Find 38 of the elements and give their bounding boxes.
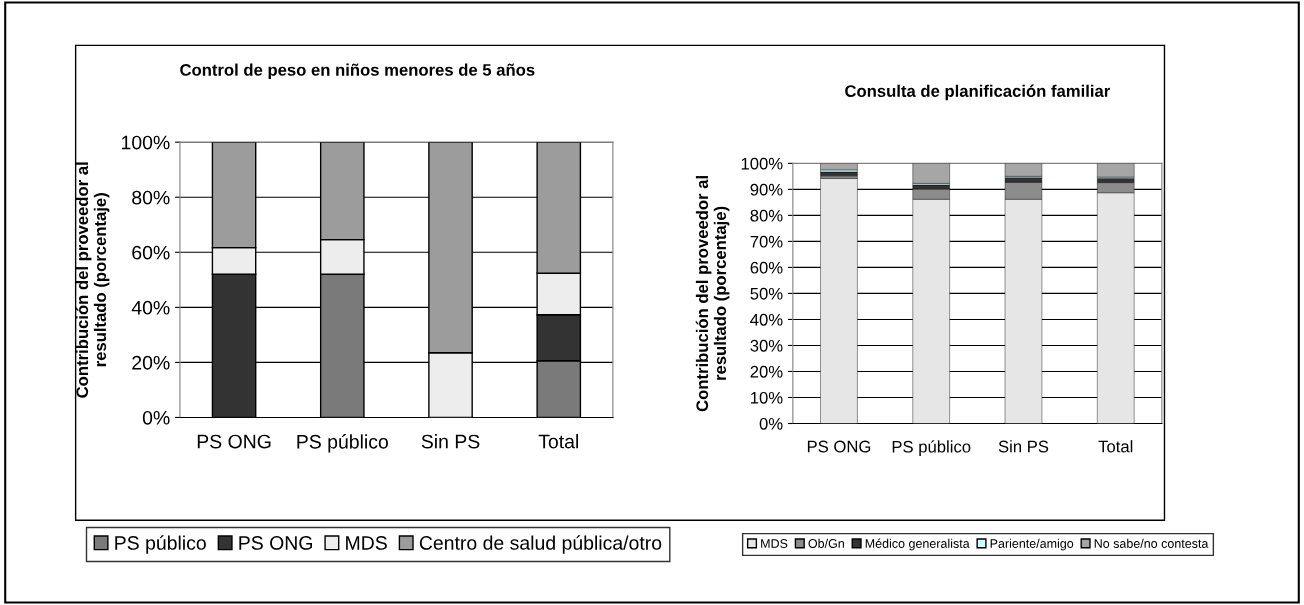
y-axis-title: Contribución del proveedor al resultado (porcentaje) xyxy=(695,176,730,412)
y-tick-label: 80% xyxy=(750,209,783,222)
y-tick-label: 20% xyxy=(750,365,783,378)
y-tick-label: 10% xyxy=(751,391,783,404)
x-tick-label: PS público xyxy=(892,440,971,456)
y-tick-label: 40% xyxy=(131,300,170,315)
y-tick-label: 0% xyxy=(142,410,170,425)
y-tick-label: 20% xyxy=(132,355,170,370)
legend-label: Pariente/amigo xyxy=(990,538,1074,551)
legend-label: PS público xyxy=(115,535,206,554)
y-axis-title: Contribución del proveedor al resultado (porcentaje) xyxy=(75,162,110,398)
legend-label: PS ONG xyxy=(239,536,312,550)
chart-title: Consulta de planificación familiar xyxy=(845,84,1110,101)
y-tick-label: 30% xyxy=(750,339,783,352)
y-tick-label: 0% xyxy=(759,417,783,430)
x-tick-label: Total xyxy=(1098,440,1133,453)
legend-label: Ob/Gn xyxy=(808,538,844,548)
x-tick-label: Sin PS xyxy=(998,440,1049,453)
y-tick-label: 40% xyxy=(750,313,783,326)
x-tick-label: Sin PS xyxy=(421,434,480,449)
x-tick-label: PS público xyxy=(297,434,388,453)
legend-label: Médico generalista xyxy=(865,538,970,551)
legend-label: MDS xyxy=(761,539,788,548)
y-tick-label: 80% xyxy=(132,190,170,205)
legend-label: No sabe/no contesta xyxy=(1094,538,1209,548)
y-tick-label: 50% xyxy=(750,287,783,300)
legend-label: Centro de salud pública/otro xyxy=(419,535,662,554)
y-tick-label: 70% xyxy=(750,235,783,248)
chart-title: Control de peso en niños menores de 5 años xyxy=(180,63,535,80)
y-tick-label: 60% xyxy=(132,245,170,260)
y-tick-label: 100% xyxy=(121,135,170,150)
legend-label: MDS xyxy=(346,536,387,550)
x-tick-label: PS ONG xyxy=(197,434,271,449)
y-tick-label: 90% xyxy=(750,183,783,196)
y-tick-label: 100% xyxy=(741,157,783,170)
x-tick-label: Total xyxy=(538,434,578,449)
x-tick-label: PS ONG xyxy=(807,440,871,453)
y-tick-label: 60% xyxy=(750,261,783,274)
